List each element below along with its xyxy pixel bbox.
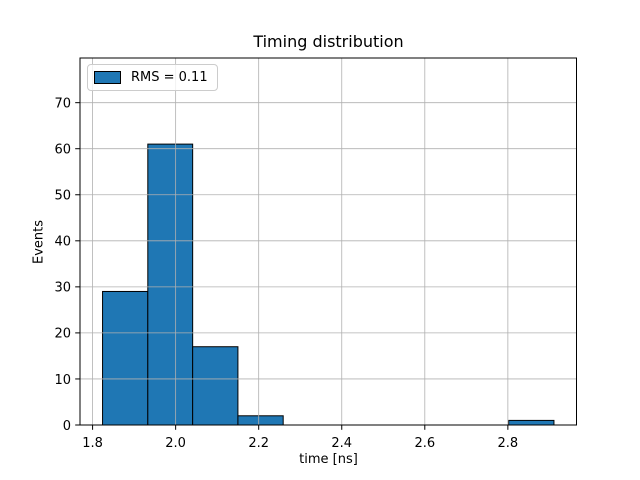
histogram-bar [147,143,194,426]
histogram-bar [508,419,555,426]
y-tick-label: 50 [54,189,71,204]
histogram-bar [192,346,239,426]
histogram-bar [237,415,284,426]
legend-label: RMS = 0.11 [131,70,208,85]
y-tick-label: 10 [54,373,71,388]
chart-title: Timing distribution [253,32,404,51]
x-tick-label: 1.8 [82,436,103,451]
histogram-bar [102,290,149,426]
y-tick-label: 40 [54,235,71,250]
x-tick-label: 2.2 [248,436,269,451]
plot-border [79,57,577,426]
legend-color-patch [94,71,121,84]
x-tick-label: 2.0 [165,436,186,451]
x-tick-label: 2.4 [331,436,352,451]
y-tick-label: 30 [54,281,71,296]
x-axis-label: time [ns] [299,452,358,467]
legend: RMS = 0.11 [87,64,218,91]
y-tick-label: 70 [54,96,71,111]
y-tick-label: 20 [54,327,71,342]
y-tick-label: 60 [54,143,71,158]
y-tick-label: 0 [63,419,71,434]
x-tick-label: 2.8 [498,436,519,451]
y-axis-label: Events [31,219,47,265]
x-tick-label: 2.6 [414,436,435,451]
